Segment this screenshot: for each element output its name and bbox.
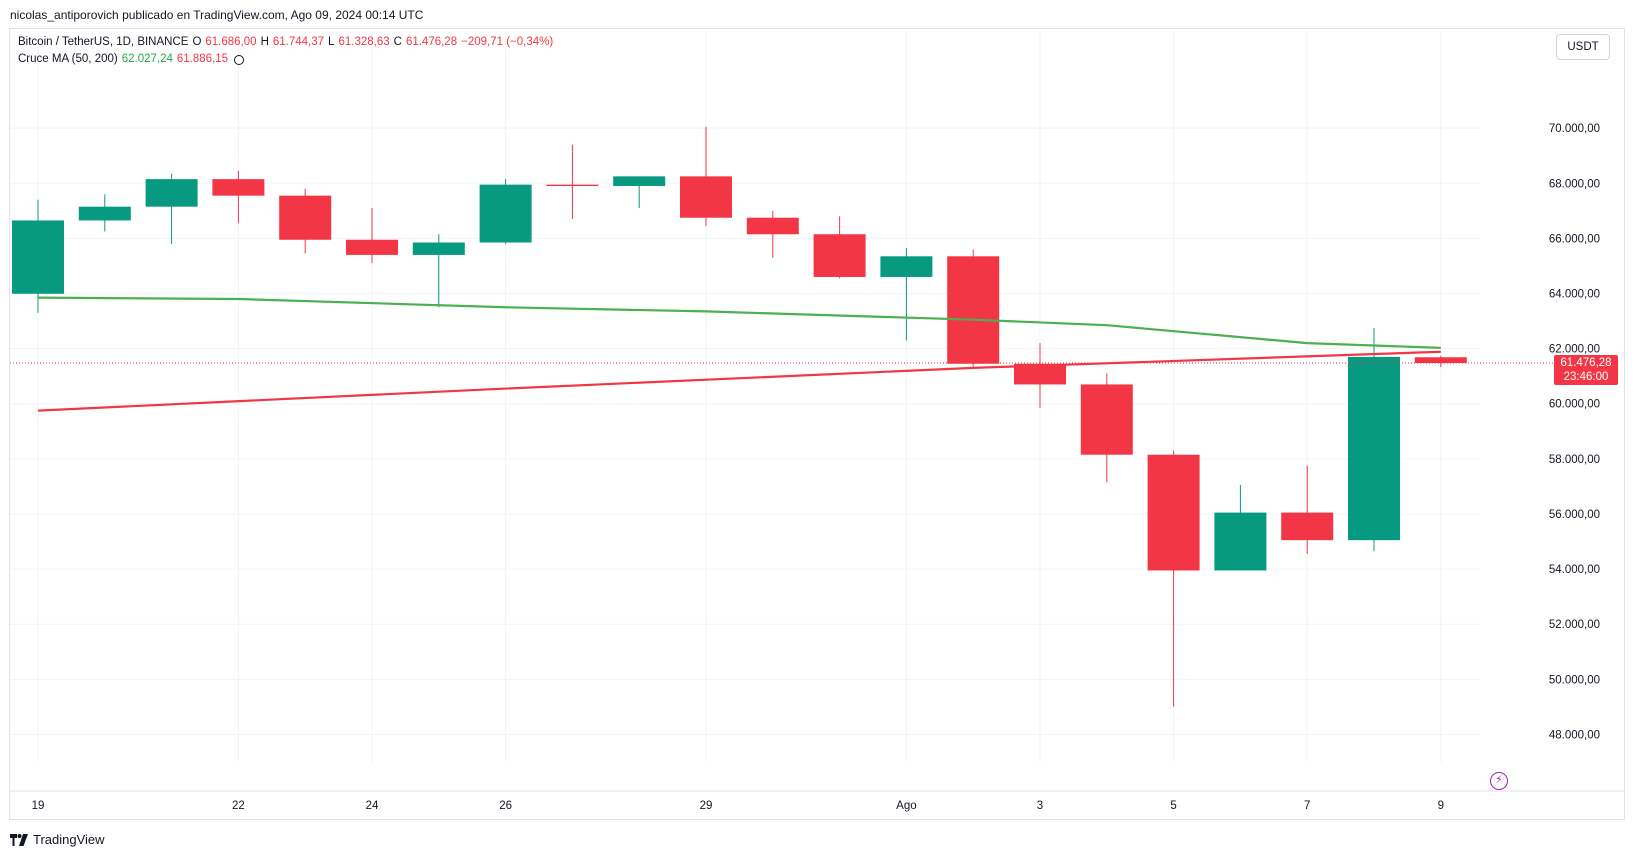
last-price-value: 61.476,28 (1560, 357, 1612, 370)
open-label: O (192, 36, 202, 48)
y-tick-label: 62.000,00 (1549, 344, 1600, 356)
candle-body (145, 179, 198, 207)
change-value: −209,71 (−0,34%) (461, 36, 554, 48)
indicator-row: Cruce MA (50, 200) 62.027,24 61.886,15 (18, 51, 553, 68)
candle-body (12, 220, 64, 294)
candle-body (279, 195, 332, 240)
candle-body (680, 176, 732, 218)
symbol-name[interactable]: Bitcoin / TetherUS, 1D, BINANCE (18, 36, 189, 48)
y-tick-label: 64.000,00 (1549, 288, 1600, 300)
candle-body (1281, 512, 1334, 541)
candle-body (613, 176, 666, 187)
footer-brand-label: TradingView (33, 832, 105, 847)
high-label: H (260, 36, 269, 48)
x-tick-label: 29 (700, 800, 713, 812)
candle-body (1414, 357, 1467, 364)
x-tick-label: 9 (1438, 800, 1444, 812)
candle-body (412, 242, 465, 255)
visibility-icon[interactable] (234, 54, 245, 65)
symbol-row: Bitcoin / TetherUS, 1D, BINANCE O 61.686,… (18, 34, 553, 51)
x-tick-label: 7 (1304, 800, 1310, 812)
candle-body (346, 239, 398, 255)
high-value: 61.744,37 (272, 36, 325, 48)
candle-body (78, 206, 131, 221)
chart-legend: Bitcoin / TetherUS, 1D, BINANCE O 61.686,… (18, 34, 553, 68)
x-tick-label: 26 (499, 800, 512, 812)
x-tick-label: 19 (32, 800, 45, 812)
chart-frame[interactable] (9, 28, 1625, 820)
candle-body (546, 184, 599, 187)
candle-body (1080, 384, 1133, 455)
candle-body (1214, 512, 1267, 571)
candle-body (479, 184, 532, 243)
y-tick-label: 54.000,00 (1549, 564, 1600, 576)
candle-body (746, 217, 799, 235)
y-tick-label: 56.000,00 (1549, 509, 1600, 521)
close-value: 61.476,28 (405, 36, 458, 48)
ma-fast-value: 62.027,24 (121, 53, 173, 65)
y-tick-label: 50.000,00 (1549, 674, 1600, 686)
last-price-tag: 61.476,28 23:46:00 (1554, 355, 1618, 386)
low-label: L (328, 36, 335, 48)
bar-countdown: 23:46:00 (1563, 371, 1609, 384)
candle-body (947, 256, 1000, 364)
x-tick-label: Ago (896, 800, 916, 812)
x-tick-label: 3 (1037, 800, 1043, 812)
ma-slow-line (37, 350, 1441, 412)
close-label: C (393, 36, 402, 48)
ma-slow-value: 61.886,15 (176, 53, 229, 65)
indicator-name[interactable]: Cruce MA (50, 200) (18, 53, 118, 65)
y-tick-label: 66.000,00 (1549, 233, 1600, 245)
x-tick-label: 22 (232, 800, 245, 812)
candle-body (212, 179, 265, 196)
y-tick-label: 48.000,00 (1549, 729, 1600, 741)
candle-body (880, 256, 933, 277)
candle-body (1147, 454, 1200, 571)
currency-button[interactable]: USDT (1556, 34, 1610, 60)
open-value: 61.686,00 (205, 36, 257, 48)
y-tick-label: 60.000,00 (1549, 399, 1600, 411)
y-tick-label: 70.000,00 (1549, 123, 1600, 135)
y-tick-label: 52.000,00 (1549, 619, 1600, 631)
footer-brand: TradingView (10, 832, 105, 847)
x-tick-label: 24 (366, 800, 379, 812)
candle-body (1348, 356, 1400, 541)
lightning-icon[interactable]: ⚡ (1490, 772, 1508, 790)
ma-fast-line (37, 296, 1441, 349)
y-tick-label: 58.000,00 (1549, 454, 1600, 466)
tradingview-logo-icon (10, 833, 28, 846)
publish-caption: nicolas_antiporovich publicado en Tradin… (10, 8, 424, 22)
y-tick-label: 68.000,00 (1549, 178, 1600, 190)
x-tick-label: 5 (1170, 800, 1176, 812)
candle-body (813, 234, 866, 277)
candle-body (1014, 363, 1066, 385)
low-value: 61.328,63 (338, 36, 390, 48)
